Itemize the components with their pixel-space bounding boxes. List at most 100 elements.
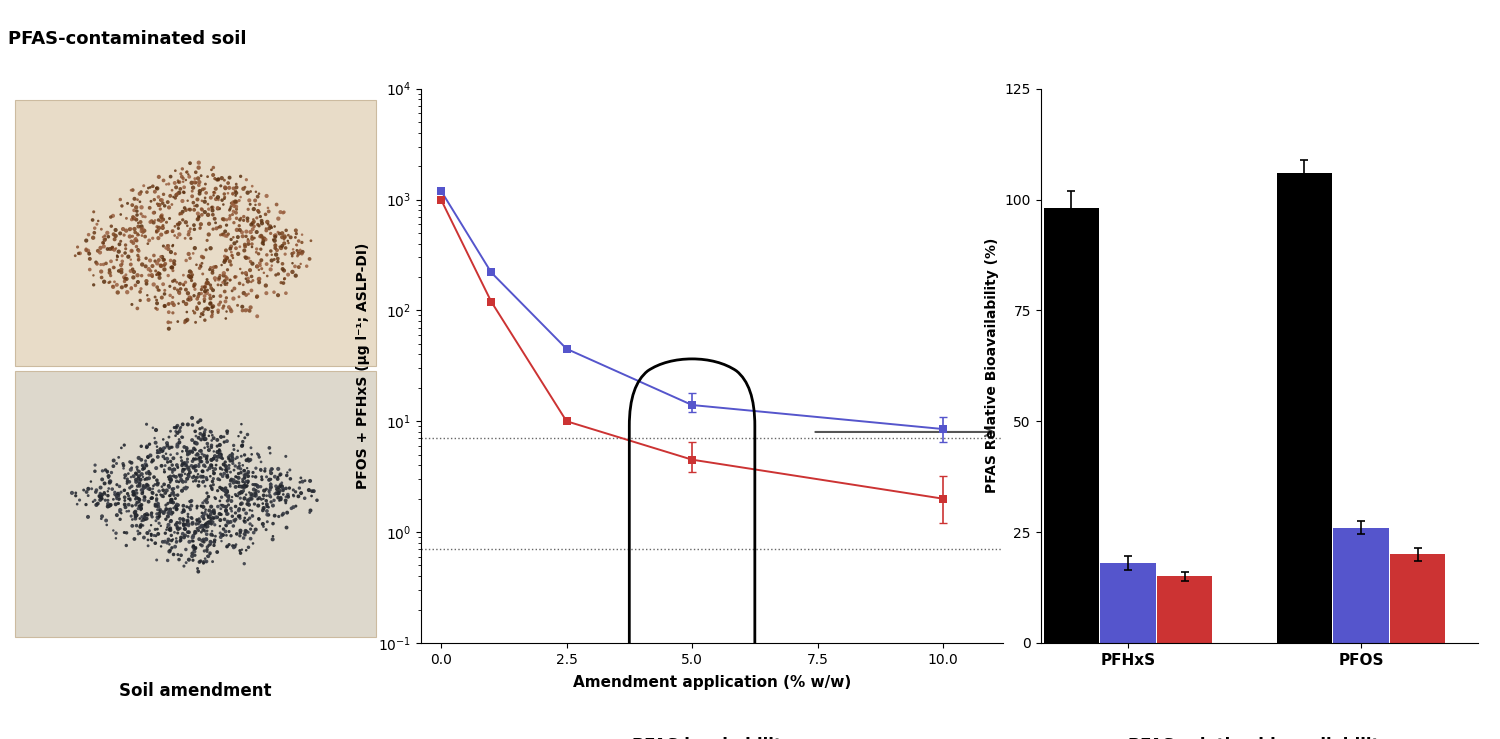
Point [182, 443, 206, 454]
Point [192, 534, 216, 545]
Point [132, 462, 156, 474]
Point [196, 430, 220, 442]
Point [128, 286, 152, 298]
Point [209, 495, 232, 507]
Point [237, 235, 261, 247]
Point [140, 534, 164, 545]
Point [154, 217, 178, 228]
Point [146, 183, 170, 194]
Point [135, 473, 159, 485]
Point [159, 494, 183, 505]
Point [123, 533, 147, 545]
Point [242, 489, 266, 501]
Point [130, 226, 154, 238]
Point [200, 460, 223, 471]
Point [194, 553, 217, 565]
Point [171, 513, 195, 525]
Point [198, 547, 222, 559]
Point [238, 518, 262, 530]
Point [170, 549, 194, 561]
Point [170, 421, 194, 433]
Point [159, 473, 183, 485]
Point [246, 248, 270, 259]
Point [76, 483, 101, 495]
Point [186, 211, 210, 222]
Point [194, 556, 217, 568]
Point [255, 225, 279, 236]
Point [211, 485, 236, 497]
Point [214, 520, 238, 532]
Point [256, 486, 280, 497]
Point [117, 251, 141, 262]
Point [266, 486, 290, 498]
Point [142, 291, 166, 303]
Point [228, 530, 252, 542]
Point [201, 462, 225, 474]
Point [134, 514, 158, 525]
Point [140, 215, 164, 227]
Point [228, 481, 252, 493]
Point [190, 539, 214, 551]
Point [209, 520, 232, 532]
Point [213, 482, 237, 494]
Point [152, 484, 176, 496]
Point [214, 486, 238, 497]
Point [201, 189, 225, 201]
Point [110, 486, 134, 498]
Point [114, 273, 138, 285]
Point [244, 490, 268, 502]
Point [272, 234, 296, 245]
Point [116, 475, 140, 487]
Point [284, 225, 308, 236]
Point [224, 471, 248, 483]
Point [290, 472, 314, 484]
Point [202, 213, 226, 225]
Point [156, 522, 180, 534]
Point [165, 438, 189, 450]
Point [189, 287, 213, 299]
Point [129, 521, 153, 533]
Point [228, 191, 252, 203]
Point [165, 188, 189, 200]
Point [142, 250, 166, 262]
Point [274, 287, 298, 299]
Point [178, 223, 203, 235]
Point [186, 416, 210, 428]
Point [141, 207, 165, 219]
Point [126, 228, 150, 239]
Point [184, 259, 209, 270]
Point [213, 460, 237, 472]
Point [238, 265, 262, 276]
FancyBboxPatch shape [15, 100, 376, 366]
Point [194, 196, 217, 208]
Point [201, 186, 225, 198]
Point [184, 518, 209, 530]
Point [210, 463, 234, 475]
Point [120, 480, 144, 492]
Point [219, 530, 243, 542]
Point [226, 511, 251, 522]
Point [130, 211, 154, 222]
Point [123, 511, 147, 522]
Point [266, 226, 290, 238]
Point [146, 498, 170, 510]
Point [124, 468, 148, 480]
Point [226, 490, 251, 502]
Point [213, 456, 237, 468]
Point [114, 280, 138, 292]
Point [224, 490, 248, 502]
Point [204, 222, 228, 234]
Point [260, 481, 284, 493]
Point [183, 542, 207, 554]
Point [240, 471, 264, 483]
Point [124, 235, 148, 247]
Point [276, 491, 300, 503]
Point [150, 221, 174, 233]
Point [196, 539, 220, 551]
Point [195, 517, 219, 529]
Point [142, 194, 166, 205]
Point [165, 231, 189, 243]
Point [248, 492, 272, 504]
Point [213, 285, 237, 297]
Text: PFAS relative bioavailability: PFAS relative bioavailability [1128, 738, 1390, 739]
